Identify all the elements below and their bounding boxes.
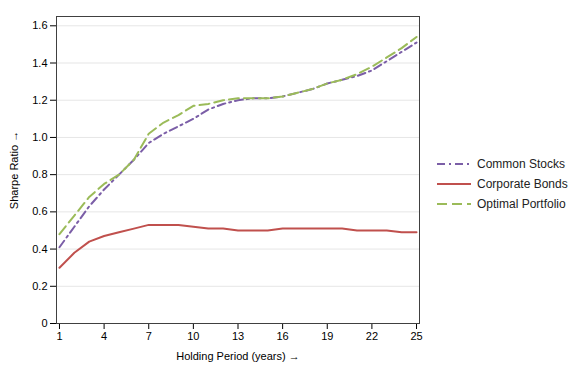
svg-text:Sharpe Ratio →: Sharpe Ratio → (8, 131, 20, 209)
svg-text:10: 10 (187, 330, 199, 342)
svg-text:4: 4 (101, 330, 107, 342)
svg-text:1.0: 1.0 (32, 131, 47, 143)
svg-text:1.4: 1.4 (32, 57, 47, 69)
svg-text:0.6: 0.6 (32, 205, 47, 217)
svg-text:16: 16 (277, 330, 289, 342)
svg-text:1.6: 1.6 (32, 19, 47, 31)
svg-text:22: 22 (366, 330, 378, 342)
svg-text:13: 13 (232, 330, 244, 342)
svg-text:1.2: 1.2 (32, 94, 47, 106)
svg-text:0: 0 (41, 317, 47, 329)
svg-text:19: 19 (321, 330, 333, 342)
svg-text:0.2: 0.2 (32, 280, 47, 292)
svg-text:0.8: 0.8 (32, 168, 47, 180)
svg-text:7: 7 (146, 330, 152, 342)
svg-text:25: 25 (410, 330, 422, 342)
svg-text:1: 1 (56, 330, 62, 342)
html-text:Common Stocks: Common Stocks (477, 156, 565, 171)
html-text:Corporate Bonds: Corporate Bonds (477, 176, 568, 191)
svg-text:Holding Period (years) →: Holding Period (years) → (176, 350, 300, 362)
svg-text:0.4: 0.4 (32, 243, 47, 255)
html-text:Optimal Portfolio: Optimal Portfolio (477, 196, 566, 211)
